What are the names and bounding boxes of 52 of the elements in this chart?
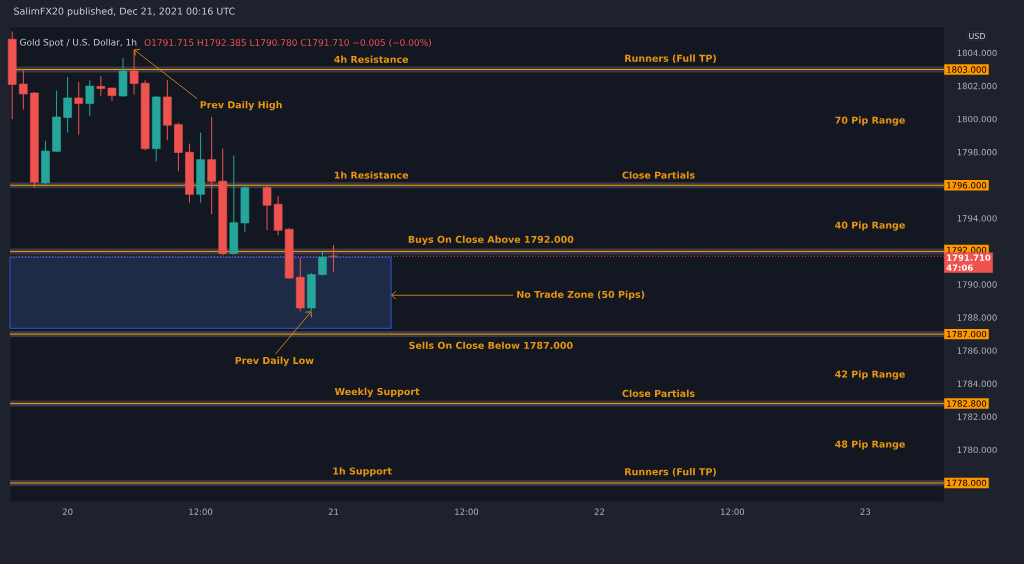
- ref-line-label: 1792.000: [947, 246, 987, 254]
- ref-line-label: 1796.000: [947, 182, 987, 189]
- y-tick-label: 1780.000: [957, 446, 997, 454]
- y-tick-label: 1802.000: [957, 82, 997, 90]
- annotation: Close Partials: [622, 171, 695, 179]
- y-tick-label: 1782.000: [957, 413, 997, 421]
- candlestick: [85, 79, 95, 117]
- annotation: 42 Pip Range: [835, 370, 905, 380]
- annotation: No Trade Zone (50 Pips): [517, 290, 645, 300]
- annotation: Prev Daily Low: [235, 356, 314, 366]
- candlestick: [19, 68, 28, 111]
- y-tick-label: 1794.000: [957, 215, 997, 222]
- annotation: Buys On Close Above 1792.000: [408, 235, 574, 245]
- annotation: 1h Support: [333, 467, 392, 477]
- ref-line-label: 1778.000: [947, 479, 987, 487]
- x-tick-label: 12:00: [455, 508, 479, 515]
- annotation: O1791.715 H1792.385 L1790.780 C1791.710 −0.005 (−0.00%): [144, 38, 431, 47]
- x-tick-label: 20: [62, 508, 73, 515]
- y-tick-label: 1784.000: [957, 380, 997, 387]
- text: Gold Spot / U.S. Dollar, 1h: [20, 38, 137, 48]
- x-tick-label: 22: [594, 508, 604, 515]
- y-tick-label: 1786.000: [957, 347, 997, 354]
- x-tick-label: 23: [860, 508, 871, 515]
- ref-line-label: 1791.710: [947, 254, 991, 261]
- annotation: 4h Resistance: [334, 55, 409, 63]
- text: 47:06: [946, 264, 973, 271]
- annotation: Runners (Full TP): [625, 467, 716, 477]
- y-tick-label: 1798.000: [957, 148, 997, 156]
- annotation: Prev Daily High: [200, 101, 282, 111]
- annotation: Runners (Full TP): [625, 54, 716, 63]
- text: SalimFX20 published, Dec 21, 2021 00:16 UTC: [14, 7, 235, 17]
- y-tick-label: 1804.000: [957, 49, 997, 57]
- y-axis-title: USD: [969, 32, 986, 40]
- x-tick-label: 21: [328, 508, 339, 515]
- x-tick-label: 12:00: [189, 508, 213, 515]
- ref-line-label: 1803.000: [947, 66, 987, 73]
- annotation: Sells On Close Below 1787.000: [409, 341, 573, 350]
- candlestick: [74, 81, 83, 136]
- annotation: 1h Resistance: [334, 171, 409, 179]
- annotation: Close Partials: [622, 389, 695, 398]
- candlestick: [63, 76, 72, 134]
- annotation: Weekly Support: [334, 387, 420, 398]
- x-tick-label: 12:00: [721, 508, 745, 515]
- ref-line-label: 1782.800: [947, 400, 987, 407]
- candlestick: [207, 116, 216, 215]
- ref-line-label: 1787.000: [947, 330, 987, 338]
- y-tick-label: 1800.000: [957, 115, 997, 123]
- y-tick-label: 1790.000: [957, 281, 997, 288]
- annotation: 70 Pip Range: [835, 116, 905, 126]
- y-tick-label: 1788.000: [957, 314, 997, 321]
- annotation: 48 Pip Range: [835, 440, 905, 450]
- annotation: 40 Pip Range: [835, 221, 905, 231]
